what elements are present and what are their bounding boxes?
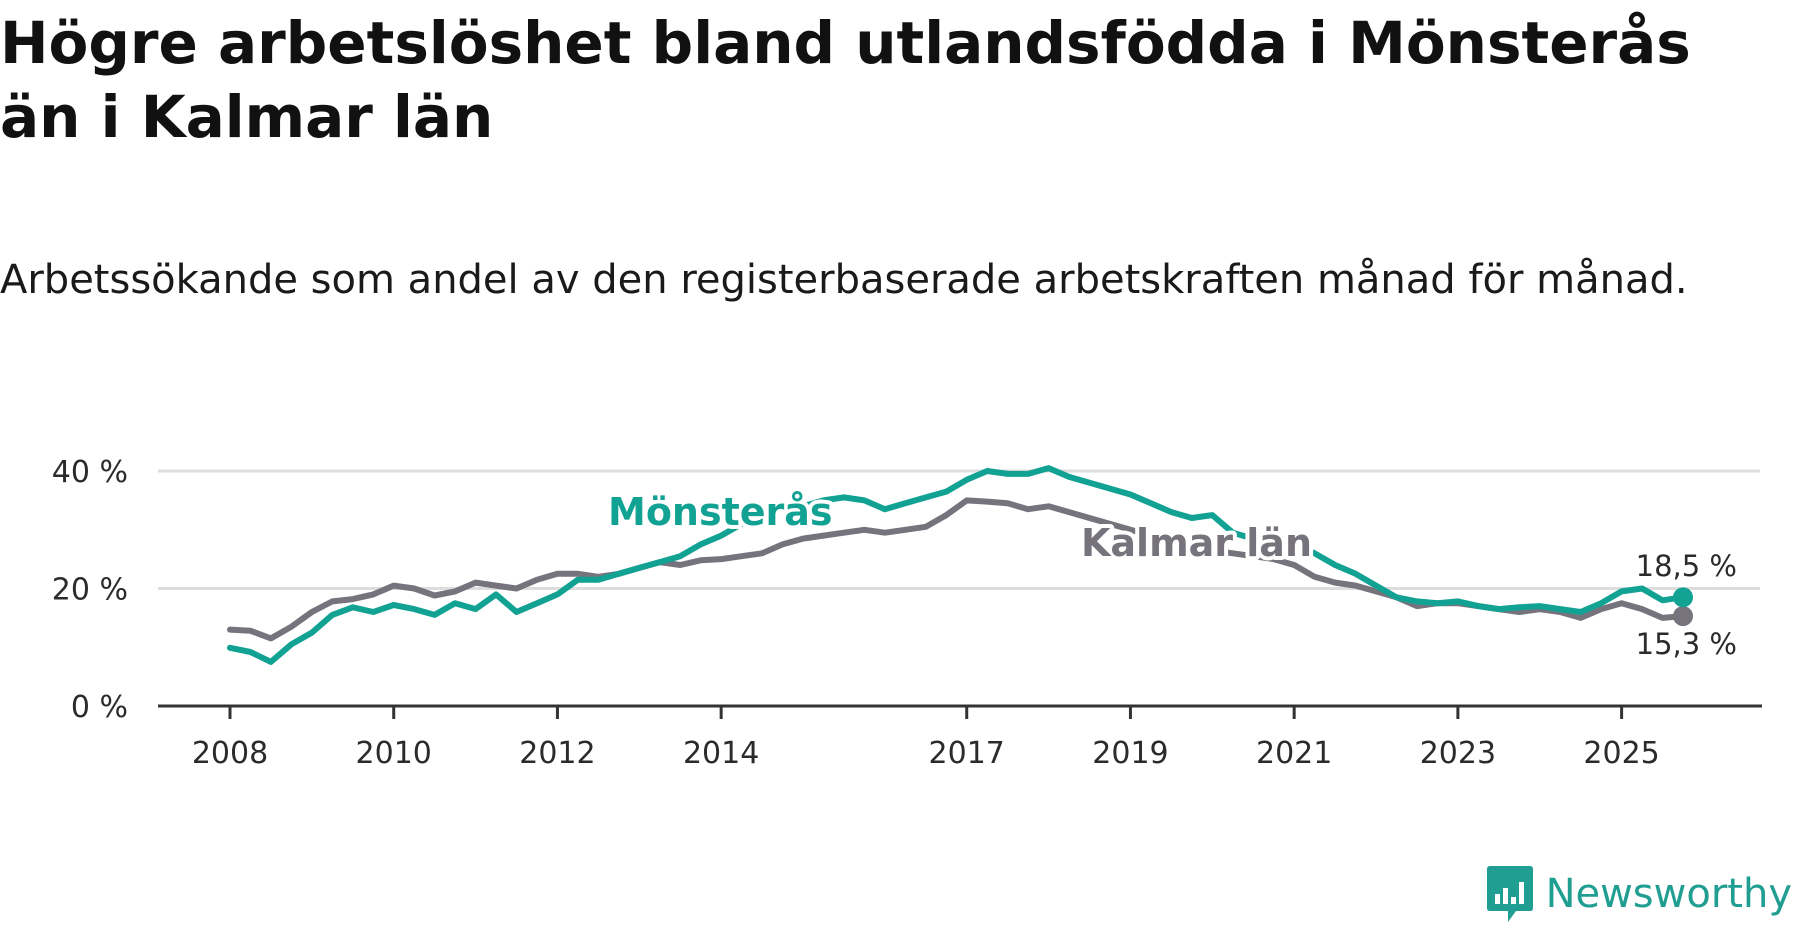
y-tick-label: 20 % <box>52 573 128 608</box>
series-line-kalmar <box>227 497 1686 642</box>
series-labels: Mönsterås Kalmar län 18,5 % 15,3 % <box>604 486 1737 661</box>
brand-logo: Newsworthy <box>1486 864 1792 924</box>
x-tick-label: 2025 <box>1583 736 1659 771</box>
x-tick-label: 2008 <box>192 736 268 771</box>
bar-chart-speech-bubble-icon <box>1486 866 1533 922</box>
chart-title: Högre arbetslöshet bland utlandsfödda i … <box>0 9 1691 151</box>
series-end-point-monsteras <box>1673 587 1693 608</box>
x-tick-label: 2021 <box>1256 736 1332 771</box>
x-tick-label: 2023 <box>1420 736 1496 771</box>
series-line-monsteras <box>227 465 1686 665</box>
x-tick-label: 2019 <box>1092 736 1168 771</box>
series-name-kalmar: Kalmar län <box>1081 521 1312 565</box>
y-axis-ticks: 0 % 20 % 40 % <box>52 455 128 725</box>
chart-subtitle: Arbetssökande som andel av den registerb… <box>0 257 1688 303</box>
y-tick-label: 40 % <box>52 455 128 490</box>
x-tick-label: 2010 <box>356 736 432 771</box>
x-tick-label: 2012 <box>519 736 595 771</box>
series-end-point-kalmar <box>1673 606 1693 627</box>
x-axis-ticks: 2008 2010 2012 2014 2017 2019 2021 2023 2025 <box>192 706 1660 771</box>
brand-name: Newsworthy <box>1545 871 1792 917</box>
end-value-label-kalmar: 15,3 % <box>1636 627 1737 661</box>
series-lines <box>227 465 1693 665</box>
x-tick-label: 2017 <box>929 736 1005 771</box>
y-tick-label: 0 % <box>71 690 128 725</box>
series-name-monsteras: Mönsterås <box>608 490 833 534</box>
x-tick-label: 2014 <box>683 736 759 771</box>
gridlines <box>158 469 1760 590</box>
end-value-label-monsteras: 18,5 % <box>1636 549 1737 583</box>
